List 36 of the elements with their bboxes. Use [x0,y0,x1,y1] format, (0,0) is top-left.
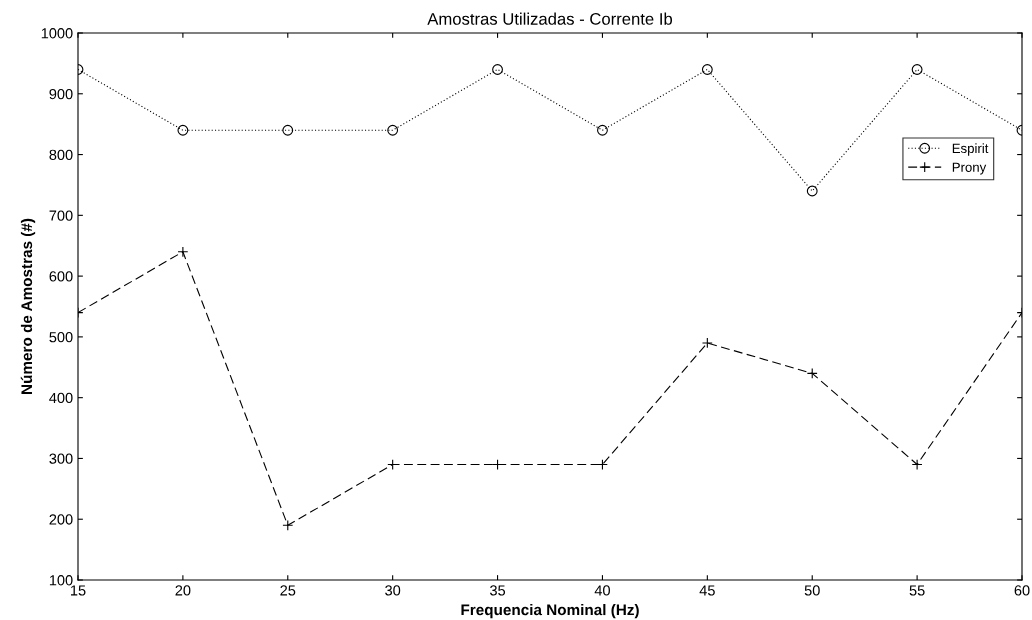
point [806,367,818,379]
x-tick-label: 45 [699,585,715,596]
point [282,124,294,136]
y-tick-label: 100 [49,575,73,586]
y-tick-label: 700 [49,210,73,221]
x-tick-label: 25 [280,585,296,596]
x-tick-label: 30 [385,585,401,596]
y-tick-label: 800 [49,149,73,160]
x-axis-title: Frequencia Nominal (Hz) [461,604,639,619]
x-tick-label: 50 [804,585,820,596]
y-tick-label: 400 [49,392,73,404]
y-tick-label: 1000 [41,28,73,39]
x-tick-label: 15 [71,585,86,596]
y-tick-label: 300 [49,453,73,464]
point [492,64,503,75]
point [387,124,399,136]
chart-title: Amostras Utilizadas - Corrente Ib [427,12,673,25]
point [701,337,713,349]
x-tick-label: 35 [490,585,506,596]
y-tick-label: 200 [49,514,73,525]
point [177,124,189,136]
legend-label: Espirit [952,143,989,156]
legend-label: Prony [952,162,987,175]
point [282,519,294,531]
point [597,124,608,136]
x-tick-label: 20 [175,585,191,596]
x-tick-label: 40 [594,585,610,596]
y-tick-label: 500 [49,331,73,343]
point [911,64,923,75]
x-tick-label: 60 [1014,585,1030,596]
y-tick-label: 600 [49,271,73,282]
point [806,185,818,197]
y-tick-label: 900 [49,88,73,100]
x-tick-label: 55 [909,585,925,596]
y-axis-title: Número de Amostras (#) [20,218,36,394]
point [701,64,713,75]
